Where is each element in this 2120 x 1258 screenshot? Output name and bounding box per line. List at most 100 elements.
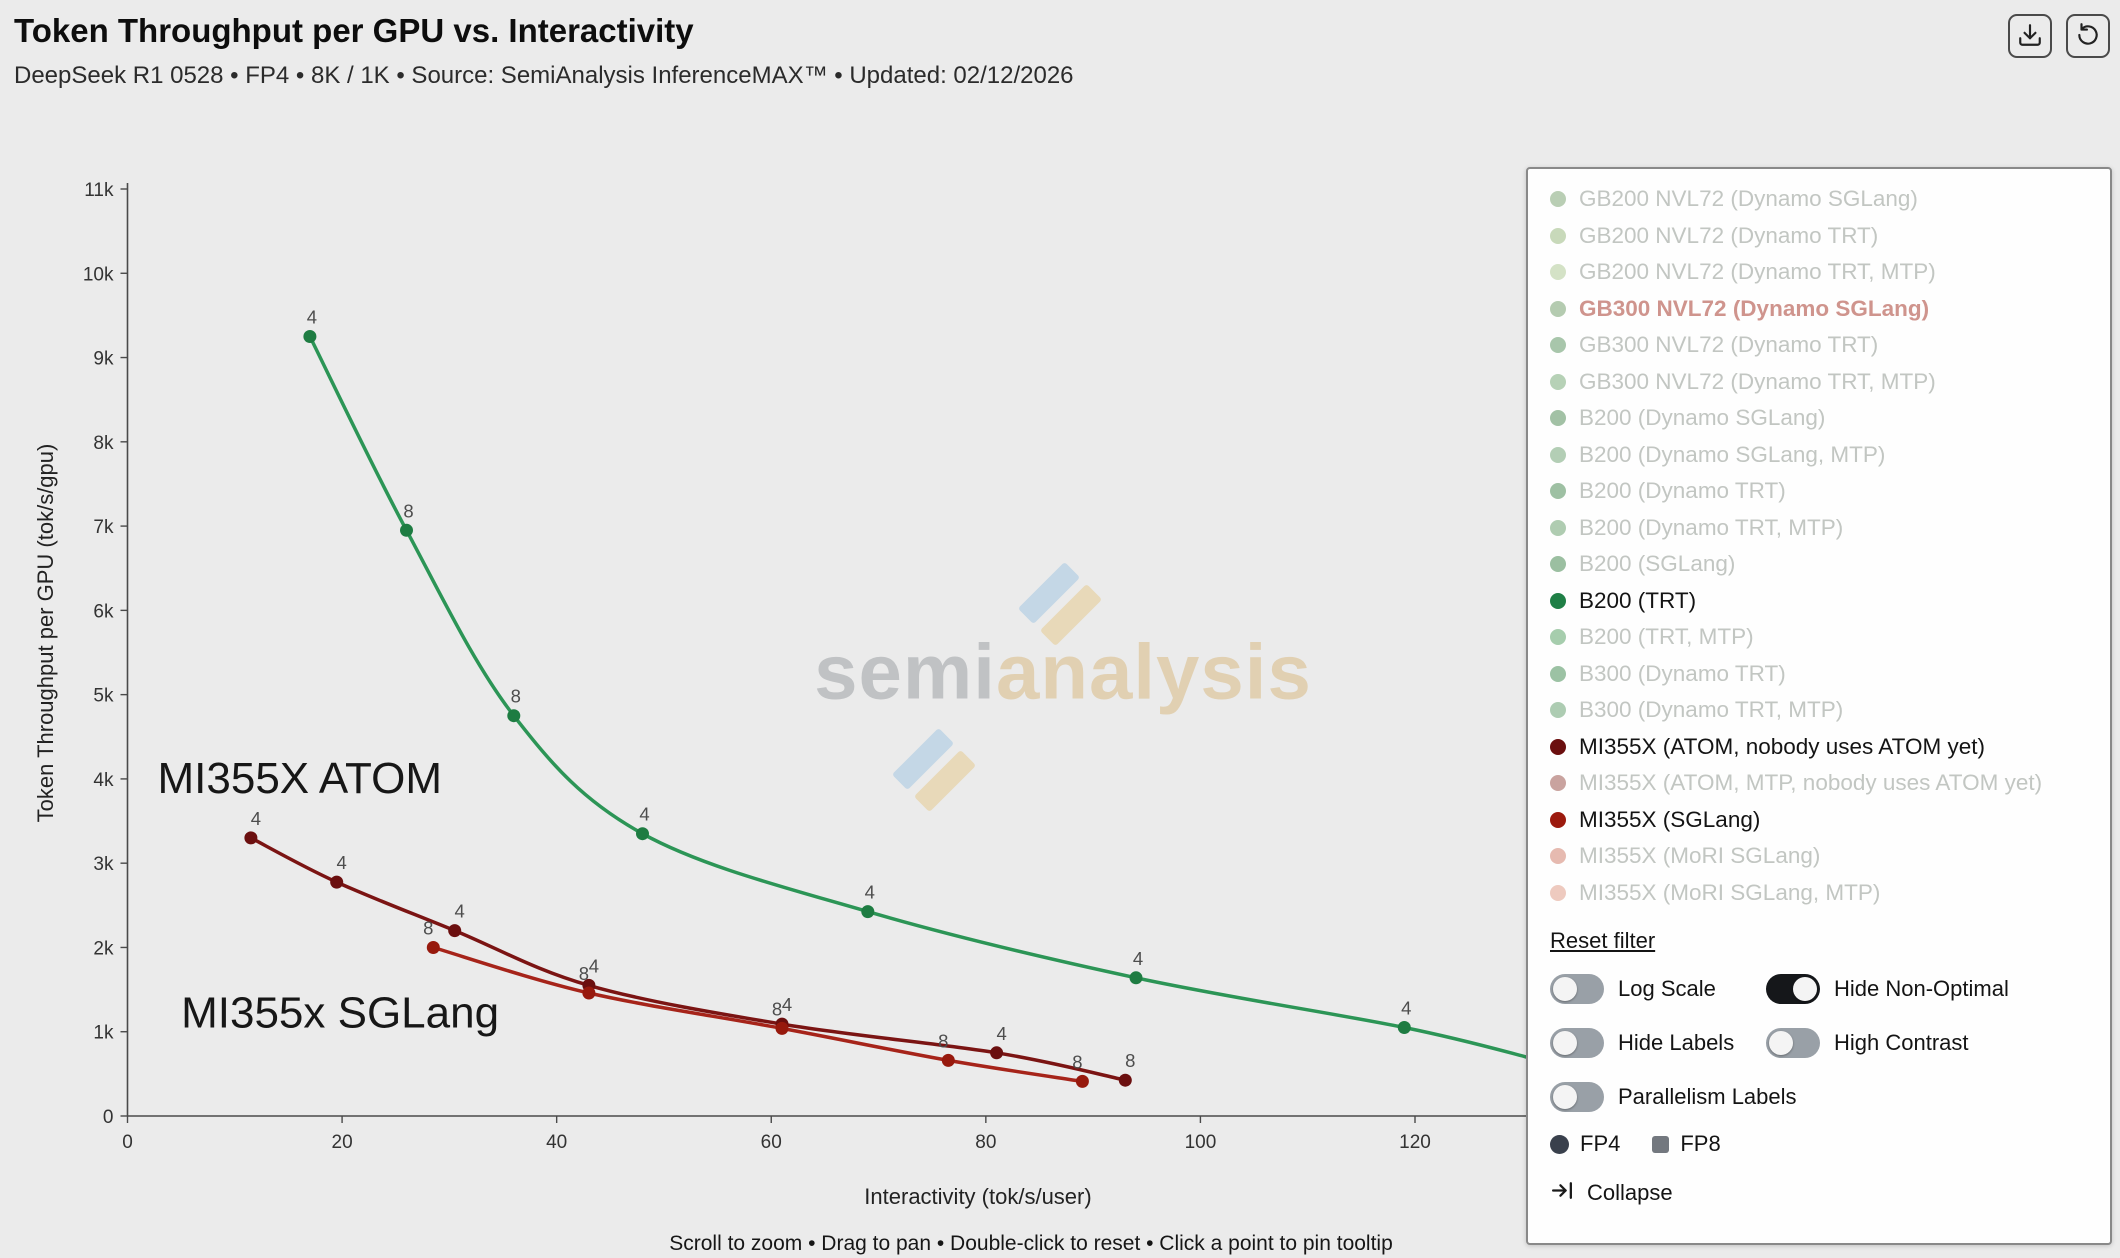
y-tick-label: 0: [103, 1107, 114, 1128]
point-label: 4: [337, 852, 347, 873]
data-point-b200-trt[interactable]: [303, 330, 317, 343]
parallelism-labels-toggle[interactable]: [1550, 1082, 1604, 1112]
series-line-mi355x-atom-nobody-uses-atom-yet: [250, 836, 1126, 1082]
legend-item-mi355x-atom-nobody-uses-atom-yet[interactable]: MI355X (ATOM, nobody uses ATOM yet): [1550, 729, 2088, 766]
data-point-mi355x-atom-nobody-uses-atom-yet[interactable]: [990, 1046, 1004, 1060]
legend-label: B200 (TRT): [1579, 587, 1697, 613]
reset-filter-link[interactable]: Reset filter: [1550, 928, 1656, 953]
collapse-button[interactable]: Collapse: [1550, 1176, 2088, 1210]
toggle-label: Parallelism Labels: [1618, 1084, 1797, 1109]
point-label: 8: [403, 500, 413, 521]
legend-swatch: [1550, 811, 1566, 828]
legend-item-b200-dynamo-sglang-mtp[interactable]: B200 (Dynamo SGLang, MTP): [1550, 437, 2088, 474]
legend-item-mi355x-atom-mtp-nobody-uses-atom-yet[interactable]: MI355X (ATOM, MTP, nobody uses ATOM yet): [1550, 765, 2088, 802]
y-tick-label: 11k: [84, 180, 114, 201]
legend-item-b300-dynamo-trt[interactable]: B300 (Dynamo TRT): [1550, 656, 2088, 693]
data-point-mi355x-sglang[interactable]: [1075, 1074, 1089, 1088]
legend-swatch: [1550, 702, 1566, 719]
toggle-label: Hide Labels: [1618, 1030, 1735, 1055]
legend-label: GB300 NVL72 (Dynamo TRT): [1579, 332, 1879, 358]
toggle-knob: [1553, 977, 1577, 1001]
legend-item-b200-dynamo-sglang[interactable]: B200 (Dynamo SGLang): [1550, 400, 2088, 437]
x-tick-label: 80: [975, 1132, 996, 1153]
legend-item-gb200-nvl72-dynamo-trt-mtp[interactable]: GB200 NVL72 (Dynamo TRT, MTP): [1550, 254, 2088, 291]
y-tick-label: 5k: [93, 686, 114, 707]
data-point-mi355x-atom-nobody-uses-atom-yet[interactable]: [448, 924, 462, 938]
legend-label: B200 (Dynamo TRT, MTP): [1579, 514, 1844, 540]
legend-item-gb200-nvl72-dynamo-trt[interactable]: GB200 NVL72 (Dynamo TRT): [1550, 218, 2088, 255]
legend-item-gb300-nvl72-dynamo-trt-mtp[interactable]: GB300 NVL72 (Dynamo TRT, MTP): [1550, 364, 2088, 401]
page-title: Token Throughput per GPU vs. Interactivi…: [14, 12, 694, 49]
high-contrast-toggle[interactable]: [1766, 1028, 1820, 1058]
data-point-mi355x-sglang[interactable]: [426, 941, 440, 954]
legend-label: B200 (Dynamo TRT): [1579, 478, 1786, 504]
data-point-b200-trt[interactable]: [1129, 971, 1143, 985]
toggle-row: Hide Labels High Contrast: [1550, 1024, 2088, 1062]
toggle-knob: [1553, 1085, 1577, 1109]
legend-swatch: [1550, 629, 1566, 646]
interaction-hint: Scroll to zoom • Drag to pan • Double-cl…: [669, 1232, 1393, 1255]
x-tick-label: 0: [122, 1132, 133, 1153]
legend-swatch: [1550, 848, 1566, 865]
x-axis-title: Interactivity (tok/s/user): [864, 1184, 1092, 1209]
legend-item-b200-dynamo-trt[interactable]: B200 (Dynamo TRT): [1550, 473, 2088, 510]
reset-view-button[interactable]: [2066, 14, 2110, 58]
legend-item-mi355x-sglang[interactable]: MI355X (SGLang): [1550, 802, 2088, 839]
legend-item-mi355x-mori-sglang[interactable]: MI355X (MoRI SGLang): [1550, 838, 2088, 875]
fp8-label: FP8: [1680, 1131, 1721, 1156]
point-label: 4: [1133, 948, 1143, 969]
data-point-mi355x-atom-nobody-uses-atom-yet[interactable]: [330, 875, 344, 889]
log-scale-toggle[interactable]: [1550, 974, 1604, 1004]
y-tick-label: 4k: [93, 770, 114, 791]
data-point-b200-trt[interactable]: [636, 827, 649, 841]
legend-panel: GB200 NVL72 (Dynamo SGLang) GB200 NVL72 (…: [1526, 167, 2112, 1245]
toggle-label: Log Scale: [1618, 976, 1716, 1001]
fp4-label: FP4: [1580, 1131, 1621, 1156]
fp8-filter[interactable]: FP8: [1652, 1131, 1721, 1157]
hide-non-optimal-toggle[interactable]: [1766, 974, 1820, 1004]
collapse-label: Collapse: [1587, 1180, 1673, 1205]
y-tick-label: 2k: [93, 938, 114, 959]
data-point-mi355x-sglang[interactable]: [941, 1053, 955, 1067]
legend-swatch: [1550, 483, 1566, 500]
legend-swatch: [1550, 738, 1566, 755]
legend-item-b200-dynamo-trt-mtp[interactable]: B200 (Dynamo TRT, MTP): [1550, 510, 2088, 547]
legend-item-b200-sglang[interactable]: B200 (SGLang): [1550, 546, 2088, 583]
legend-item-b200-trt-mtp[interactable]: B200 (TRT, MTP): [1550, 619, 2088, 656]
point-label: 8: [423, 918, 433, 939]
data-point-mi355x-sglang[interactable]: [775, 1021, 789, 1035]
point-label: 4: [307, 307, 317, 328]
legend-label: GB200 NVL72 (Dynamo SGLang): [1579, 186, 1918, 212]
data-point-b200-trt[interactable]: [861, 905, 875, 919]
legend-item-gb200-nvl72-dynamo-sglang[interactable]: GB200 NVL72 (Dynamo SGLang): [1550, 181, 2088, 218]
data-point-b200-trt[interactable]: [400, 523, 413, 537]
legend-item-gb300-nvl72-dynamo-trt[interactable]: GB300 NVL72 (Dynamo TRT): [1550, 327, 2088, 364]
data-point-mi355x-atom-nobody-uses-atom-yet[interactable]: [244, 831, 258, 845]
download-button[interactable]: [2008, 14, 2052, 58]
toggle-row: Parallelism Labels: [1550, 1078, 2088, 1116]
toggle-row: Log Scale Hide Non-Optimal: [1550, 970, 2088, 1008]
data-point-mi355x-sglang[interactable]: [582, 986, 596, 1000]
data-point-mi355x-atom-nobody-uses-atom-yet[interactable]: [1118, 1073, 1132, 1087]
hide-labels-toggle[interactable]: [1550, 1028, 1604, 1058]
legend-item-gb300-nvl72-dynamo-sglang[interactable]: GB300 NVL72 (Dynamo SGLang): [1550, 291, 2088, 328]
legend-swatch: [1550, 373, 1566, 390]
point-label: 8: [938, 1030, 948, 1051]
y-tick-label: 8k: [93, 433, 114, 454]
fp4-filter[interactable]: FP4: [1550, 1131, 1620, 1157]
legend-label: B200 (TRT, MTP): [1579, 624, 1754, 650]
legend-swatch: [1550, 410, 1566, 427]
legend-item-b200-trt[interactable]: B200 (TRT): [1550, 583, 2088, 620]
series-line-b200-trt: [308, 335, 1534, 1061]
legend-item-mi355x-mori-sglang-mtp[interactable]: MI355X (MoRI SGLang, MTP): [1550, 875, 2088, 912]
data-point-b200-trt[interactable]: [507, 709, 521, 723]
legend-label: GB200 NVL72 (Dynamo TRT, MTP): [1579, 259, 1936, 285]
point-label: 4: [865, 882, 875, 903]
point-label: 4: [589, 955, 599, 976]
point-label: 4: [1401, 998, 1411, 1019]
legend-swatch: [1550, 446, 1566, 463]
data-point-b200-trt[interactable]: [1397, 1021, 1411, 1034]
reset-icon: [2075, 22, 2101, 51]
legend-item-b300-dynamo-trt-mtp[interactable]: B300 (Dynamo TRT, MTP): [1550, 692, 2088, 729]
